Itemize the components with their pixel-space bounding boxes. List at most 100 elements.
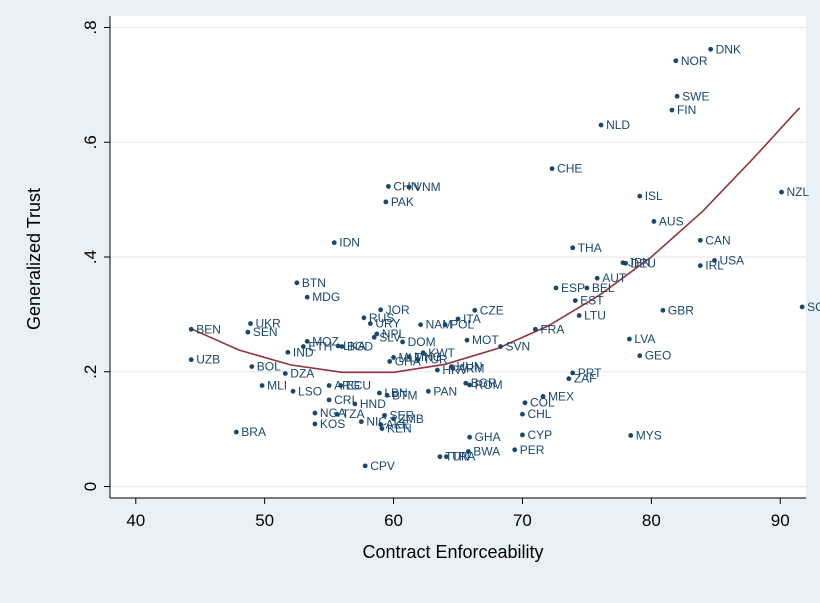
data-point — [674, 93, 680, 99]
point-label: CZE — [480, 303, 504, 317]
data-point — [540, 394, 546, 399]
point-label: NLD — [606, 118, 630, 132]
point-label: CAN — [705, 233, 730, 247]
data-point — [425, 388, 431, 394]
point-label: TZA — [342, 407, 365, 421]
point-label: BGD — [347, 340, 373, 354]
point-label: BRA — [241, 425, 266, 439]
point-label: ARG — [334, 379, 360, 393]
data-point — [467, 434, 472, 440]
point-label: FIN — [677, 103, 696, 117]
data-point — [233, 429, 239, 435]
data-point — [434, 367, 440, 373]
data-point — [338, 383, 344, 388]
data-point — [391, 355, 396, 360]
data-point — [420, 350, 426, 356]
data-point — [549, 166, 555, 172]
data-point — [248, 321, 253, 326]
point-label: NIC — [366, 415, 387, 429]
point-label: VNM — [414, 180, 441, 194]
data-point — [290, 388, 296, 394]
data-point — [660, 307, 666, 313]
point-label: NZL — [787, 185, 810, 199]
gridlines — [110, 26, 806, 488]
data-point — [374, 331, 380, 337]
point-label: NOR — [681, 54, 708, 68]
point-label: ZMB — [399, 412, 424, 426]
point-label: DEU — [631, 256, 656, 270]
point-label: NAM — [426, 318, 453, 332]
point-label: PAN — [433, 384, 457, 398]
point-label: RUS — [369, 311, 394, 325]
point-label: CHL — [527, 407, 551, 421]
data-point — [382, 412, 387, 418]
data-point — [465, 449, 471, 454]
point-label: EST — [580, 294, 604, 308]
point-label: ETH — [308, 340, 332, 354]
point-label: ESP — [561, 281, 585, 295]
x-tick-label: 70 — [513, 511, 532, 530]
data-point — [378, 422, 384, 427]
data-point — [455, 316, 461, 322]
point-label: UZB — [196, 353, 220, 367]
point-label: TUR — [423, 353, 448, 367]
data-point — [358, 419, 364, 425]
data-point — [188, 357, 194, 363]
point-label: LVA — [634, 332, 655, 346]
data-point — [779, 189, 784, 195]
point-label: TUN — [445, 450, 470, 464]
data-point — [379, 426, 385, 431]
data-point — [637, 353, 643, 359]
point-label: UKR — [255, 317, 281, 331]
data-point — [326, 383, 332, 388]
point-label: POL — [450, 318, 474, 332]
data-point — [697, 263, 703, 269]
x-tick-label: 40 — [126, 511, 145, 530]
axes: 0 .2 .4 .6 .8 40 50 60 70 80 90 — [81, 16, 806, 530]
data-point — [339, 344, 345, 349]
point-label: GEO — [645, 349, 672, 363]
data-point — [352, 401, 358, 407]
data-point — [282, 371, 288, 376]
data-point — [463, 380, 469, 386]
data-point — [708, 46, 714, 52]
point-label: KWT — [428, 346, 455, 360]
data-point — [570, 245, 576, 251]
data-point — [300, 344, 306, 349]
data-point — [673, 58, 679, 64]
point-label: HRV — [442, 363, 467, 377]
point-label: DOM — [408, 335, 436, 349]
point-label: AKE — [386, 418, 410, 432]
data-point — [383, 199, 389, 205]
data-point — [362, 463, 368, 469]
data-point — [512, 447, 518, 453]
point-label: IRL — [705, 259, 724, 273]
point-label: DZA — [290, 366, 314, 380]
point-label: BEL — [592, 281, 615, 295]
data-point — [572, 298, 578, 304]
point-label: SEN — [253, 325, 278, 339]
data-point — [249, 364, 255, 369]
x-tick-label: 60 — [384, 511, 403, 530]
fit-curve-group — [189, 107, 801, 374]
point-label: GHA — [475, 430, 501, 444]
x-axis-label: Contract Enforceability — [362, 542, 543, 562]
point-label: PER — [520, 443, 545, 457]
point-label: AUS — [659, 214, 684, 228]
point-label: GBR — [668, 303, 694, 317]
data-point — [637, 193, 643, 199]
point-label: SVN — [506, 340, 531, 354]
point-label: NGA — [320, 406, 346, 420]
data-point — [623, 260, 628, 266]
point-label: ROM — [475, 378, 503, 392]
point-label: KEN — [387, 422, 412, 436]
data-point — [304, 338, 310, 344]
point-label: BGR — [471, 376, 497, 390]
point-label: PAK — [391, 195, 414, 209]
point-label: TRA — [451, 450, 475, 464]
y-tick-label: .6 — [81, 135, 100, 149]
point-label: DNK — [716, 42, 741, 56]
data-point — [400, 339, 405, 345]
